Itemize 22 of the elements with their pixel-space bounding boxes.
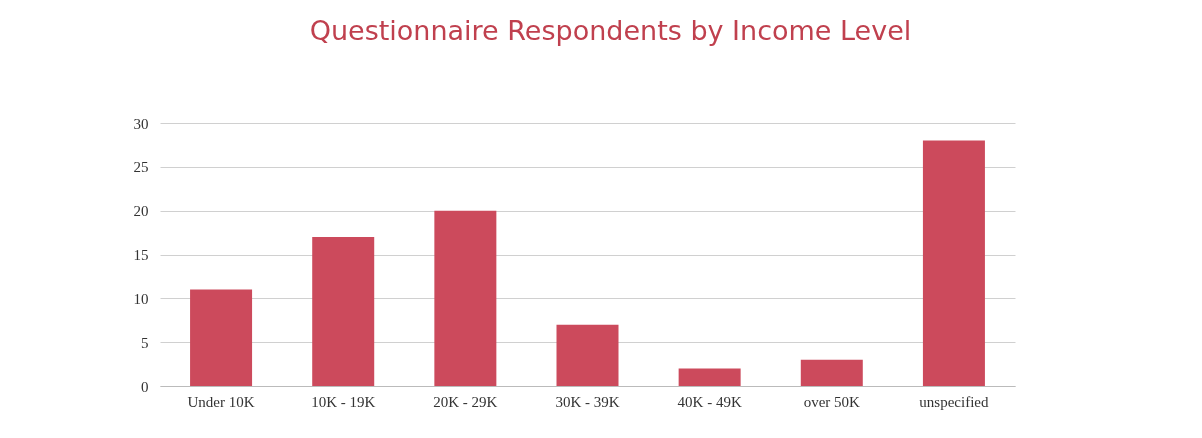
x-tick-label: 40K - 49K bbox=[677, 393, 742, 410]
y-tick-label: 0 bbox=[141, 378, 149, 395]
bar bbox=[922, 140, 985, 386]
bar bbox=[434, 210, 497, 386]
bar bbox=[556, 324, 619, 386]
y-tick-label: 10 bbox=[133, 290, 149, 307]
bar bbox=[312, 236, 375, 386]
y-tick-label: 5 bbox=[141, 334, 149, 351]
y-tick-label: 25 bbox=[133, 159, 149, 176]
x-tick-label: over 50K bbox=[803, 393, 861, 410]
bar bbox=[678, 368, 741, 386]
x-tick-label: 30K - 39K bbox=[555, 393, 620, 410]
bar bbox=[190, 289, 253, 386]
x-tick-label: 20K - 29K bbox=[433, 393, 498, 410]
y-tick-label: 30 bbox=[133, 115, 149, 132]
chart-title: Questionnaire Respondents by Income Level bbox=[309, 15, 912, 46]
x-tick-label: unspecified bbox=[919, 393, 989, 410]
x-tick-label: Under 10K bbox=[187, 393, 255, 410]
bar bbox=[800, 359, 863, 386]
y-tick-label: 15 bbox=[133, 247, 149, 263]
x-tick-label: 10K - 19K bbox=[311, 393, 376, 410]
y-tick-label: 20 bbox=[133, 203, 149, 220]
